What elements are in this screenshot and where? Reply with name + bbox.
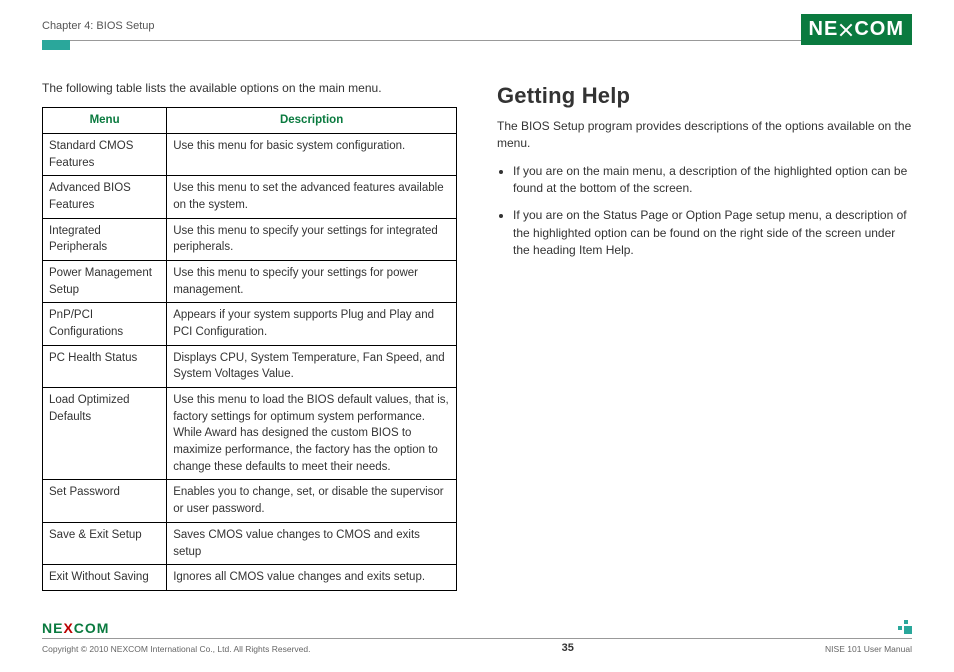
cell-menu: PnP/PCI Configurations: [43, 303, 167, 345]
section-para: The BIOS Setup program provides descript…: [497, 118, 912, 153]
right-column: Getting Help The BIOS Setup program prov…: [497, 80, 912, 591]
copyright-text: Copyright © 2010 NEXCOM International Co…: [42, 644, 310, 654]
logo-x-icon: [839, 23, 853, 37]
cell-desc: Ignores all CMOS value changes and exits…: [167, 565, 457, 591]
cell-desc: Use this menu to specify your settings f…: [167, 261, 457, 303]
table-row: Load Optimized DefaultsUse this menu to …: [43, 388, 457, 480]
cell-menu: Exit Without Saving: [43, 565, 167, 591]
table-row: Set PasswordEnables you to change, set, …: [43, 480, 457, 522]
table-row: Advanced BIOS FeaturesUse this menu to s…: [43, 176, 457, 218]
chapter-title: Chapter 4: BIOS Setup: [42, 20, 912, 32]
th-desc: Description: [167, 108, 457, 134]
bios-menu-table: Menu Description Standard CMOS FeaturesU…: [42, 107, 457, 590]
cell-menu: PC Health Status: [43, 345, 167, 387]
table-row: Integrated PeripheralsUse this menu to s…: [43, 218, 457, 260]
cell-menu: Set Password: [43, 480, 167, 522]
cell-desc: Displays CPU, System Temperature, Fan Sp…: [167, 345, 457, 387]
cell-menu: Standard CMOS Features: [43, 134, 167, 176]
footer-logo-left: NE: [42, 620, 63, 636]
cell-desc: Enables you to change, set, or disable t…: [167, 480, 457, 522]
footer-logo-right: COM: [74, 620, 110, 636]
header-rule: [42, 40, 912, 41]
list-item: If you are on the Status Page or Option …: [513, 207, 912, 259]
header-accent-block: [42, 40, 70, 50]
page-footer: NEXCOM Copyright © 2010 NEXCOM Internati…: [42, 620, 912, 654]
cell-desc: Use this menu to specify your settings f…: [167, 218, 457, 260]
table-row: Exit Without SavingIgnores all CMOS valu…: [43, 565, 457, 591]
table-row: Standard CMOS FeaturesUse this menu for …: [43, 134, 457, 176]
table-row: Save & Exit SetupSaves CMOS value change…: [43, 522, 457, 564]
brand-logo-top: NE COM: [801, 14, 912, 45]
logo-text-right: COM: [854, 18, 904, 41]
left-column: The following table lists the available …: [42, 80, 457, 591]
page-number: 35: [562, 642, 574, 654]
help-list: If you are on the main menu, a descripti…: [513, 163, 912, 260]
table-row: Power Management SetupUse this menu to s…: [43, 261, 457, 303]
doc-title: NISE 101 User Manual: [825, 644, 912, 654]
cell-menu: Load Optimized Defaults: [43, 388, 167, 480]
cell-menu: Power Management Setup: [43, 261, 167, 303]
cell-menu: Integrated Peripherals: [43, 218, 167, 260]
section-heading: Getting Help: [497, 80, 912, 112]
cell-desc: Use this menu for basic system configura…: [167, 134, 457, 176]
cell-menu: Save & Exit Setup: [43, 522, 167, 564]
cell-desc: Saves CMOS value changes to CMOS and exi…: [167, 522, 457, 564]
th-menu: Menu: [43, 108, 167, 134]
list-item: If you are on the main menu, a descripti…: [513, 163, 912, 198]
table-row: PC Health StatusDisplays CPU, System Tem…: [43, 345, 457, 387]
logo-text-left: NE: [809, 18, 839, 41]
table-intro: The following table lists the available …: [42, 80, 457, 97]
footer-rule: [42, 638, 912, 639]
brand-logo-footer: NEXCOM: [42, 620, 912, 636]
cell-desc: Appears if your system supports Plug and…: [167, 303, 457, 345]
cell-menu: Advanced BIOS Features: [43, 176, 167, 218]
cell-desc: Use this menu to set the advanced featur…: [167, 176, 457, 218]
cell-desc: Use this menu to load the BIOS default v…: [167, 388, 457, 480]
footer-logo-x: X: [63, 620, 73, 636]
table-row: PnP/PCI ConfigurationsAppears if your sy…: [43, 303, 457, 345]
